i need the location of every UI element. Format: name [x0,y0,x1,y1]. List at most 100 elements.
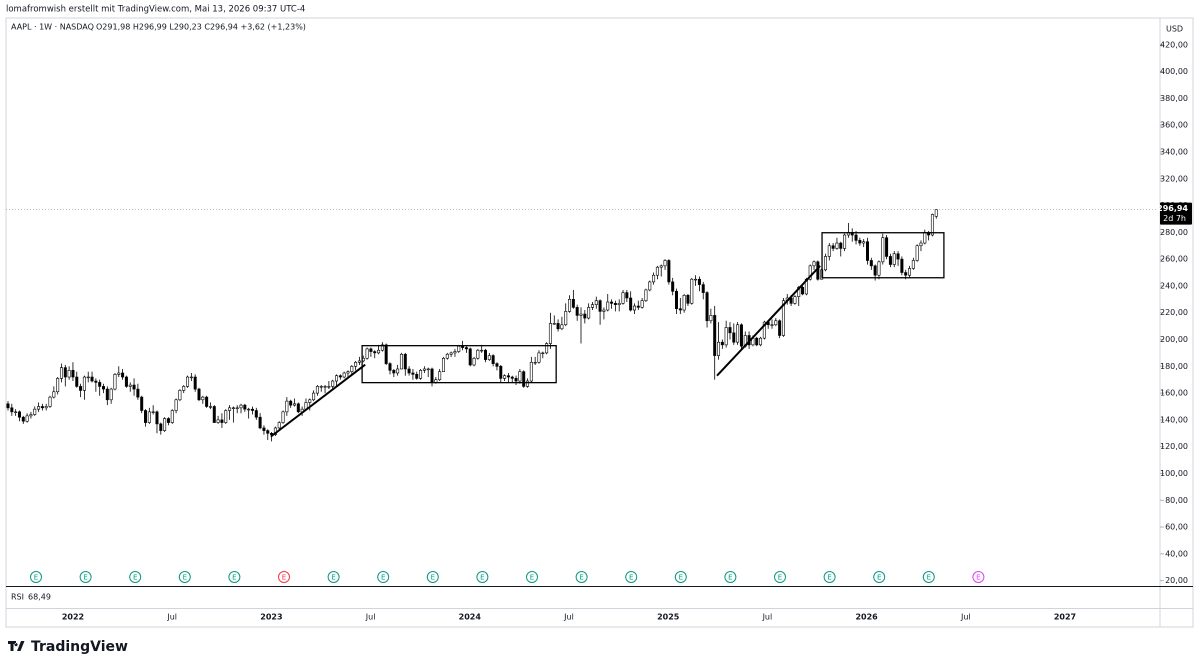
candle-body [147,411,151,423]
candle-body [182,386,186,391]
candle-body [384,344,388,364]
candle-body [457,345,461,352]
candle-body [862,241,866,244]
candle-body [697,278,701,285]
candle-body [865,241,869,261]
candle-body [506,375,510,378]
candle-body [178,390,182,401]
earnings-circle [526,571,538,583]
x-tick-label: 2027 [1054,613,1076,622]
candle-body [357,360,361,363]
candle-body [17,411,21,418]
earnings-label: E [133,574,137,582]
candle-body [487,355,491,360]
candle-body [434,379,438,383]
candle-body [732,332,736,343]
y-tick-label: 120,00 [1160,442,1188,451]
candle-body [629,297,633,311]
candle-body [445,353,449,359]
candle-body [392,370,396,374]
candle-body [900,258,904,273]
earnings-label: E [83,574,87,582]
earnings-marker: E [228,571,241,583]
y-tick-label: 420,00 [1160,40,1188,49]
earnings-label: E [877,574,881,582]
trendline [270,363,366,438]
candle-body [736,324,740,343]
candle-body [881,237,885,263]
candle-body [37,406,41,410]
earnings-marker: E [178,571,191,583]
candle-body [48,396,52,407]
earnings-label: E [778,574,782,582]
symbol: AAPL · 1W · NASDAQ [11,23,94,32]
candle-body [235,407,239,409]
candle-body [403,353,407,370]
candle-body [174,399,178,411]
candle-body [491,355,495,364]
range-box [361,345,557,384]
y-tick-label: 20,00 [1165,576,1188,585]
candle-body [537,352,541,363]
candle-body [262,427,266,431]
candle-body [705,292,709,322]
candle-body [277,422,281,429]
earnings-circle [129,571,142,583]
candle-body [568,299,572,312]
candle-body [132,384,136,390]
candle-body [124,376,128,387]
earnings-marker: E [724,571,737,583]
candle-body [151,411,155,413]
candle-body [655,266,659,276]
candle-body [808,265,812,280]
candle-body [602,309,606,312]
y-tick-label: 80,00 [1165,496,1188,505]
candle-body [105,388,109,401]
candle-body [21,416,25,422]
candle-body [170,410,174,423]
candle-body [472,357,476,366]
candle-body [674,290,678,309]
candle-body [762,321,766,339]
candle-body [640,300,644,308]
candle-body [426,368,430,371]
earnings-marker: E [674,571,687,583]
candle-body [346,371,350,374]
candle-body [258,416,262,429]
candle-body [781,300,785,336]
candle-body [625,292,629,299]
candle-body [495,363,499,367]
candle-body [430,368,434,383]
candle-body [843,234,847,249]
candle-body [671,281,675,292]
candle-body [216,419,220,423]
candle-body [541,352,545,355]
last-price-box [1160,202,1192,225]
earnings-circle [426,571,439,583]
candle-body [835,242,839,249]
candle-body [79,386,83,391]
y-tick-label: 260,00 [1160,255,1188,264]
candle-body [720,341,724,346]
earnings-circle [774,571,786,583]
candle-body [587,307,591,319]
x-tick-label: Jul [166,613,177,622]
candle-body [499,366,503,379]
earnings-marker: E [327,571,340,583]
candle-body [724,327,728,346]
candle-body [396,368,400,374]
candle-body [823,256,827,271]
y-tick-label: 60,00 [1165,523,1188,532]
candle-body [10,407,14,413]
candle-body [228,407,232,411]
currency: USD [1166,25,1183,34]
candle-body [335,375,339,382]
candle-body [166,418,170,423]
candle-body [713,315,717,356]
candle-body [518,371,522,382]
candle-body [930,214,934,236]
candle-body [312,392,316,401]
candle-body [728,327,732,334]
candle-body [365,348,369,359]
